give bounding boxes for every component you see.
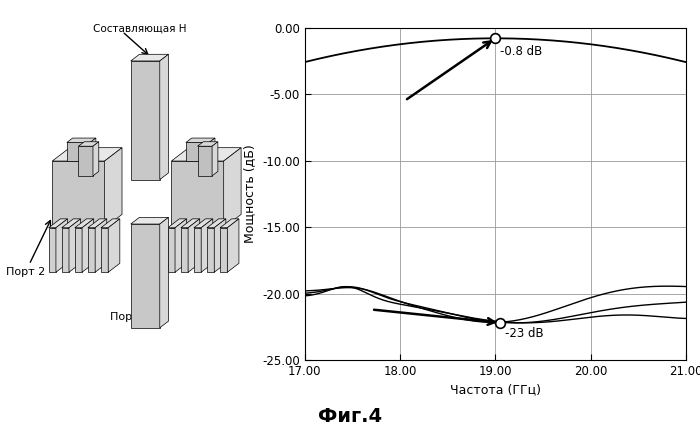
Polygon shape (160, 217, 169, 328)
Polygon shape (104, 148, 122, 228)
Polygon shape (82, 219, 94, 272)
Polygon shape (220, 219, 239, 228)
Polygon shape (78, 146, 93, 176)
Text: Фиг.4: Фиг.4 (318, 407, 382, 426)
Polygon shape (214, 219, 226, 272)
Y-axis label: Мощность (дБ): Мощность (дБ) (244, 144, 256, 243)
Polygon shape (75, 219, 94, 228)
Polygon shape (228, 219, 239, 272)
Polygon shape (181, 228, 188, 272)
Polygon shape (90, 138, 96, 161)
Polygon shape (181, 219, 199, 228)
Polygon shape (52, 148, 122, 161)
Polygon shape (78, 142, 99, 146)
Polygon shape (52, 161, 104, 228)
Polygon shape (188, 219, 199, 272)
Polygon shape (168, 219, 187, 228)
Polygon shape (131, 224, 160, 328)
Polygon shape (186, 142, 209, 161)
Polygon shape (209, 138, 215, 161)
X-axis label: Частота (ГГц): Частота (ГГц) (449, 383, 540, 396)
Polygon shape (131, 54, 169, 61)
Polygon shape (197, 146, 212, 176)
Polygon shape (212, 142, 218, 176)
Polygon shape (88, 228, 95, 272)
Polygon shape (101, 219, 120, 228)
Polygon shape (172, 148, 241, 161)
Polygon shape (194, 228, 201, 272)
Polygon shape (101, 228, 108, 272)
Polygon shape (224, 148, 241, 228)
Polygon shape (168, 228, 175, 272)
Polygon shape (131, 217, 169, 224)
Polygon shape (186, 138, 215, 142)
Polygon shape (49, 219, 67, 228)
Text: Порт 3: Порт 3 (111, 312, 150, 322)
Polygon shape (95, 219, 107, 272)
Text: -0.8 dB: -0.8 dB (500, 45, 542, 58)
Polygon shape (201, 219, 213, 272)
Polygon shape (62, 219, 80, 228)
Polygon shape (194, 219, 213, 228)
Polygon shape (75, 228, 82, 272)
Polygon shape (220, 228, 228, 272)
Polygon shape (66, 142, 90, 161)
Polygon shape (108, 219, 120, 272)
Text: Порт 2: Порт 2 (6, 267, 45, 277)
Polygon shape (66, 138, 96, 142)
Polygon shape (62, 228, 69, 272)
Polygon shape (69, 219, 80, 272)
Text: Составляющая Н: Составляющая Н (93, 24, 186, 34)
Polygon shape (207, 228, 214, 272)
Polygon shape (175, 219, 187, 272)
Polygon shape (172, 161, 224, 228)
Polygon shape (160, 54, 169, 180)
Polygon shape (49, 228, 56, 272)
Polygon shape (197, 142, 218, 146)
Polygon shape (88, 219, 107, 228)
Polygon shape (56, 219, 67, 272)
Polygon shape (93, 142, 99, 176)
Polygon shape (131, 61, 160, 180)
Polygon shape (207, 219, 226, 228)
Text: -23 dB: -23 dB (505, 327, 543, 340)
